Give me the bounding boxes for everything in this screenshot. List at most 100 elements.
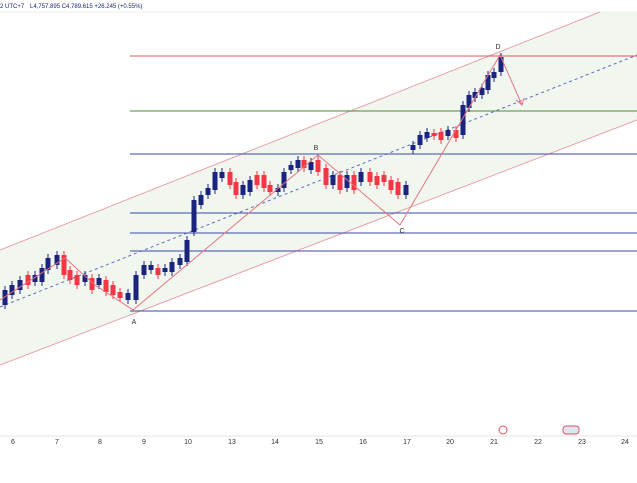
candle-body	[212, 172, 218, 190]
channel-mid	[0, 54, 637, 308]
time-label: 9	[142, 439, 146, 446]
candle-body	[254, 175, 260, 185]
candle-body	[410, 145, 416, 150]
time-label: 24	[621, 439, 629, 446]
candle-body	[438, 132, 444, 140]
candle-body	[219, 172, 225, 178]
candle-body	[323, 168, 329, 185]
candle-body	[125, 293, 131, 300]
event-icon[interactable]	[498, 425, 508, 435]
candle-body	[198, 195, 204, 205]
candle-body	[498, 57, 504, 72]
candle-body	[141, 265, 147, 275]
time-label: 16	[359, 439, 367, 446]
candle-body	[184, 240, 190, 262]
event-flag[interactable]	[562, 425, 580, 435]
candle-body	[358, 172, 364, 182]
time-label: 8	[98, 439, 102, 446]
candle-body	[54, 255, 60, 265]
candles	[2, 53, 504, 309]
candle-body	[89, 278, 95, 290]
candle-body	[431, 133, 437, 136]
candle-body	[315, 160, 321, 172]
candle-body	[9, 285, 15, 295]
candle-body	[460, 105, 466, 135]
pattern-label: C	[399, 228, 404, 235]
time-label: 23	[578, 439, 586, 446]
candle-body	[337, 175, 343, 190]
pattern-arrow	[515, 97, 525, 106]
pattern-label: A	[132, 319, 137, 326]
candle-body	[485, 75, 491, 90]
candle-body	[453, 130, 459, 138]
candle-body	[227, 172, 233, 185]
candle-body	[267, 185, 273, 192]
time-label: 15	[315, 439, 323, 446]
candle-body	[25, 275, 31, 285]
candle-body	[308, 162, 314, 170]
time-label: 17	[403, 439, 411, 446]
candle-body	[472, 92, 478, 98]
candle-body	[301, 160, 307, 168]
candle-body	[45, 258, 51, 270]
candle-body	[17, 280, 23, 290]
candle-body	[351, 175, 357, 190]
candle-body	[247, 180, 253, 192]
candle-body	[96, 278, 102, 285]
time-label: 7	[55, 439, 59, 446]
candle-body	[281, 172, 287, 188]
timezone: 2 UTC+7	[0, 4, 25, 10]
candle-body	[295, 160, 301, 168]
candle-body	[39, 268, 45, 282]
candle-body	[169, 262, 175, 272]
candle-body	[275, 188, 281, 192]
time-label: 21	[490, 439, 498, 446]
channel-upper	[0, 11, 601, 251]
pattern-zigzag	[0, 53, 523, 311]
channel-lower	[0, 119, 637, 366]
candle-body	[417, 135, 423, 145]
time-label: 13	[228, 439, 236, 446]
candle-body	[148, 265, 154, 270]
candle-body	[155, 268, 161, 275]
candle-body	[240, 185, 246, 195]
candle-body	[374, 176, 380, 185]
time-label: 10	[184, 439, 192, 446]
candle-body	[205, 188, 211, 195]
candle-body	[381, 175, 387, 182]
candle-body	[103, 280, 109, 292]
candle-body	[82, 275, 88, 282]
candle-body	[74, 275, 80, 285]
candle-body	[466, 95, 472, 108]
channel-fill	[0, 12, 637, 365]
candle-body	[233, 182, 239, 195]
candle-body	[288, 165, 294, 170]
candle-body	[162, 268, 168, 272]
candle-body	[388, 180, 394, 190]
candle-body	[191, 200, 197, 232]
pattern-label: D	[495, 44, 500, 51]
ohlc-readout: L4,757.895 C4,789.615 +26.245 (+0.55%)	[30, 4, 142, 10]
candle-body	[367, 172, 373, 182]
time-label: 14	[271, 439, 279, 446]
candle-body	[395, 182, 401, 195]
time-label: 20	[446, 439, 454, 446]
candle-body	[110, 285, 116, 295]
time-label: 6	[11, 439, 15, 446]
candle-body	[330, 175, 336, 185]
candle-body	[117, 292, 123, 298]
candle-body	[445, 130, 451, 136]
candle-body	[32, 275, 38, 282]
time-axis: 6 7 8 9 10 13 14 15 16 17 20 21 22 23 24	[11, 439, 629, 446]
candle-body	[177, 258, 183, 265]
time-label: 22	[534, 439, 542, 446]
candle-body	[67, 270, 73, 280]
candle-body	[479, 88, 485, 95]
candle-body	[344, 175, 350, 188]
candle-body	[424, 132, 430, 138]
candle-body	[133, 275, 139, 300]
candle-body	[2, 290, 8, 305]
candle-body	[491, 72, 497, 78]
candle-body	[61, 255, 67, 275]
